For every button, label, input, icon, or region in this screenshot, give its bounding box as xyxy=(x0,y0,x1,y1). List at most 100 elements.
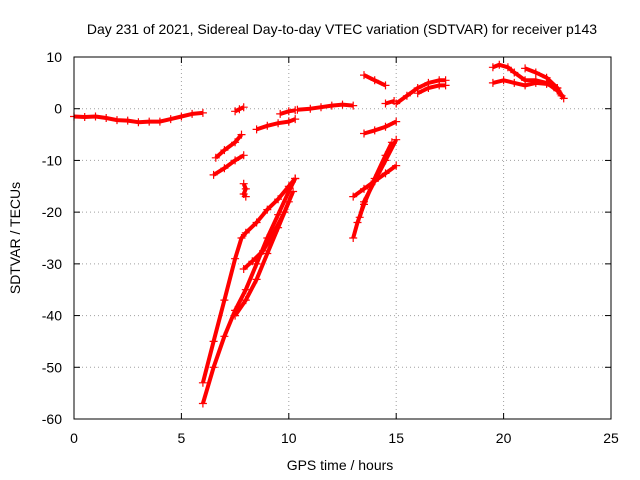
data-point xyxy=(521,64,530,73)
data-point xyxy=(237,234,246,242)
data-point xyxy=(80,113,89,121)
series-arc-3 xyxy=(211,130,246,162)
data-point xyxy=(488,78,497,87)
data-point xyxy=(241,285,250,294)
y-tick-label: -20 xyxy=(42,204,62,220)
data-point xyxy=(134,118,143,127)
data-point xyxy=(231,138,240,147)
data-point xyxy=(231,254,240,263)
data-point xyxy=(220,146,229,155)
data-point xyxy=(424,84,433,92)
x-tick-label: 5 xyxy=(178,430,186,446)
data-point xyxy=(252,125,261,134)
data-point xyxy=(259,246,267,255)
data-point xyxy=(353,218,362,227)
data-point xyxy=(284,107,293,116)
series-arc-4 xyxy=(209,151,248,179)
data-point xyxy=(338,100,347,109)
data-point xyxy=(521,81,530,90)
y-tick-label: -40 xyxy=(42,308,62,324)
grid xyxy=(74,57,611,419)
series-arc-1 xyxy=(70,108,207,127)
series-arc-23 xyxy=(521,64,568,103)
y-tick-label: -50 xyxy=(42,359,62,375)
data-point xyxy=(235,105,244,114)
data-point xyxy=(542,73,551,82)
data-point xyxy=(91,112,100,121)
series-arc-10 xyxy=(198,174,300,408)
data-point xyxy=(252,275,261,284)
data-point xyxy=(102,114,111,122)
chart-title: Day 231 of 2021, Sidereal Day-to-day VTE… xyxy=(87,21,597,37)
data-point xyxy=(349,101,358,110)
data-point xyxy=(553,84,562,92)
x-tick-label: 10 xyxy=(281,430,297,446)
data-point xyxy=(209,337,218,346)
data-point xyxy=(349,192,358,201)
data-point xyxy=(349,234,358,242)
series-line xyxy=(241,182,248,198)
series-arc-16 xyxy=(360,117,401,138)
data-point xyxy=(252,218,261,227)
x-tick-label: 15 xyxy=(388,430,404,446)
series-arc-17 xyxy=(360,71,390,90)
data-point xyxy=(241,296,250,305)
series-line xyxy=(255,117,296,132)
data-point xyxy=(263,121,272,130)
data-point xyxy=(441,81,450,90)
data-point xyxy=(291,115,300,124)
series-arc-6 xyxy=(252,115,300,134)
data-point xyxy=(198,399,207,408)
data-point xyxy=(381,122,390,131)
data-point xyxy=(559,94,568,103)
data-point xyxy=(291,174,300,183)
data-point xyxy=(499,76,508,85)
data-point xyxy=(145,117,154,126)
data-point xyxy=(381,81,390,90)
series-line xyxy=(214,133,244,160)
data-point xyxy=(220,296,229,305)
data-point xyxy=(360,197,368,206)
data-point xyxy=(503,63,512,72)
data-point xyxy=(360,129,368,138)
data-point xyxy=(381,156,390,165)
data-point xyxy=(241,192,250,201)
data-point xyxy=(392,161,401,170)
data-point xyxy=(392,135,401,144)
data-point xyxy=(392,117,401,126)
data-point xyxy=(241,228,250,237)
data-point xyxy=(392,99,401,108)
data-point xyxy=(495,60,504,69)
data-point xyxy=(488,63,497,72)
data-point xyxy=(220,164,229,173)
data-point xyxy=(231,107,240,116)
data-point xyxy=(198,108,207,117)
data-point xyxy=(211,153,220,162)
data-point xyxy=(360,71,368,80)
series-arc-5 xyxy=(239,179,250,201)
data-point xyxy=(510,68,519,77)
data-point xyxy=(531,78,540,87)
x-axis-label: GPS time / hours xyxy=(287,457,394,473)
y-tick-label: 0 xyxy=(54,101,62,117)
x-tick-label: 25 xyxy=(603,430,619,446)
y-axis-label: SDTVAR / TECUs xyxy=(7,182,23,294)
data-point xyxy=(209,170,218,179)
data-point xyxy=(355,213,364,222)
data-point xyxy=(188,109,197,118)
data-point xyxy=(241,184,250,193)
data-point xyxy=(306,104,315,113)
data-point xyxy=(248,257,257,266)
data-point xyxy=(317,103,325,112)
data-point xyxy=(274,119,283,128)
data-point xyxy=(402,91,411,100)
series-line xyxy=(200,177,297,405)
data-point xyxy=(276,109,285,118)
data-point xyxy=(263,249,272,258)
data-point xyxy=(274,195,283,204)
x-tick-label: 0 xyxy=(70,430,78,446)
y-tick-label: -10 xyxy=(42,152,62,168)
y-tick-label: -60 xyxy=(42,411,62,427)
series-line xyxy=(212,153,245,177)
